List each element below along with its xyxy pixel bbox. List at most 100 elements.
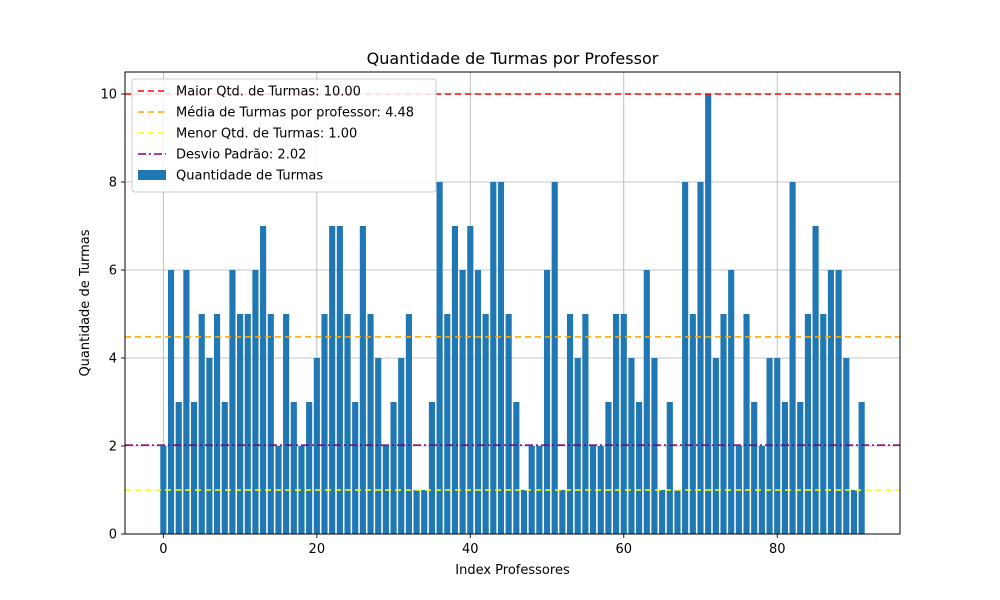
y-tick-label: 10: [100, 88, 117, 103]
bar: [720, 314, 727, 534]
legend-label: Desvio Padrão: 2.02: [176, 148, 306, 163]
bar: [758, 446, 765, 534]
axes-frame: [124, 71, 901, 535]
bar: [451, 226, 459, 534]
bar: [214, 314, 221, 534]
y-tick-label: 4: [109, 352, 117, 367]
bar: [804, 314, 811, 534]
bar: [413, 490, 420, 534]
bar: [858, 402, 865, 534]
bar: [467, 226, 474, 534]
bar: [520, 490, 528, 534]
bar: [574, 358, 581, 534]
bar: [513, 402, 520, 534]
bar: [774, 358, 781, 534]
bar: [252, 270, 259, 534]
bar: [375, 358, 382, 534]
bar: [497, 182, 505, 534]
bar: [666, 402, 673, 534]
legend-label: Menor Qtd. de Turmas: 1.00: [176, 127, 357, 142]
bar: [620, 314, 627, 534]
bar: [505, 314, 512, 534]
bar: [352, 402, 359, 534]
bar: [183, 270, 190, 534]
bar: [605, 402, 612, 534]
bar: [543, 270, 551, 534]
bar: [766, 358, 773, 534]
bar: [674, 490, 681, 534]
x-tick-label: 80: [769, 542, 786, 557]
bar: [582, 314, 589, 534]
bar: [206, 358, 213, 534]
y-tick-label: 8: [109, 176, 117, 191]
bars: [160, 94, 865, 534]
bar: [728, 270, 735, 534]
bar: [321, 314, 328, 534]
bar: [175, 402, 182, 534]
bar: [160, 446, 167, 534]
bar: [751, 402, 758, 534]
bar: [659, 490, 666, 534]
bar: [712, 358, 719, 534]
x-tick-label: 60: [615, 542, 632, 557]
bar: [697, 182, 704, 534]
bar: [613, 314, 620, 534]
bar: [390, 402, 397, 534]
reference-lines: [125, 93, 900, 491]
legend-box: [131, 78, 437, 193]
bar: [590, 446, 597, 534]
x-tick-label: 20: [309, 542, 326, 557]
bar: [229, 270, 236, 534]
bar: [474, 270, 482, 534]
bar: [551, 182, 558, 534]
bar: [705, 94, 712, 534]
bar: [336, 226, 343, 534]
bar: [812, 226, 819, 534]
bar: [528, 446, 535, 534]
bar: [689, 314, 696, 534]
bar: [827, 270, 835, 534]
bar: [651, 358, 658, 534]
legend: Maior Qtd. de Turmas: 10.00 Média de Turm…: [131, 78, 437, 193]
legend-swatch: [138, 170, 166, 180]
bar: [428, 402, 435, 534]
bar: [167, 270, 175, 534]
bar: [444, 314, 451, 534]
bar: [367, 314, 374, 534]
bar: [820, 314, 827, 534]
y-axis-label: Quantidade de Turmas: [78, 229, 93, 376]
y-tick-label: 0: [109, 528, 117, 543]
bar: [306, 402, 313, 534]
bar: [436, 182, 443, 534]
bar: [313, 358, 320, 534]
bar: [781, 402, 788, 534]
bar: [850, 490, 858, 534]
bar: [789, 182, 796, 534]
bar: [198, 314, 205, 534]
bar: [628, 358, 635, 534]
axis-ticks: 0 20 40 60 80 0 2 4 6 8 10: [100, 88, 785, 558]
bar: [566, 314, 574, 534]
bar: [398, 358, 405, 534]
bar: [459, 270, 466, 534]
bar: [682, 182, 689, 534]
bar: [405, 314, 412, 534]
bar: [344, 314, 351, 534]
bar: [559, 490, 566, 534]
chart-title: Quantidade de Turmas por Professor: [367, 49, 659, 68]
bar: [329, 226, 336, 534]
bar: [636, 402, 643, 534]
x-tick-label: 40: [462, 542, 479, 557]
x-axis-label: Index Professores: [455, 563, 570, 578]
bar: [421, 490, 428, 534]
bar: [643, 270, 650, 534]
bar: [482, 314, 489, 534]
bar: [797, 402, 804, 534]
bar: [260, 226, 267, 534]
legend-label: Quantidade de Turmas: [176, 169, 323, 184]
y-tick-label: 2: [109, 440, 117, 455]
bar: [298, 446, 305, 534]
bar: [267, 314, 274, 534]
